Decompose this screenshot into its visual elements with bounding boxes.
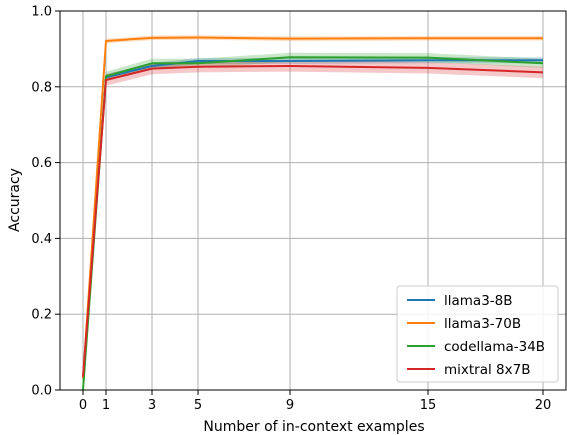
- y-tick-label: 0.0: [31, 384, 52, 399]
- legend-label: llama3-70B: [444, 316, 521, 332]
- plot-frame: [59, 10, 567, 391]
- x-tick-label: 20: [535, 398, 552, 413]
- y-axis-ticks: 0.0 0.2 0.4 0.6 0.8 1.0: [31, 5, 60, 399]
- x-tick-label: 0: [79, 398, 87, 413]
- legend-label: llama3-8B: [444, 293, 513, 309]
- series-line: [82, 36, 543, 379]
- y-tick-label: 0.2: [31, 308, 52, 323]
- y-tick-label: 0.8: [31, 80, 52, 95]
- y-tick-label: 0.6: [31, 156, 52, 171]
- series-lines: [82, 36, 544, 391]
- x-tick-label: 5: [194, 398, 202, 413]
- series-line: [82, 64, 544, 377]
- axes-frame: [59, 10, 567, 391]
- x-tick-label: 1: [102, 398, 110, 413]
- y-axis-label: Accuracy: [7, 168, 23, 232]
- x-axis-ticks: 0 1 3 5 9 15 20: [79, 390, 551, 413]
- y-tick-label: 1.0: [31, 5, 52, 20]
- x-tick-label: 9: [286, 398, 294, 413]
- x-tick-label: 3: [148, 398, 156, 413]
- x-tick-label: 15: [420, 398, 437, 413]
- legend-label: codellama-34B: [444, 339, 545, 355]
- legend: llama3-8B llama3-70B codellama-34B mixtral …: [396, 285, 559, 383]
- legend-label: mixtral 8x7B: [444, 362, 530, 378]
- series-line: [82, 56, 544, 391]
- x-axis-label: Number of in-context examples: [203, 419, 424, 435]
- legend-box: [396, 285, 559, 383]
- y-tick-label: 0.4: [31, 232, 52, 247]
